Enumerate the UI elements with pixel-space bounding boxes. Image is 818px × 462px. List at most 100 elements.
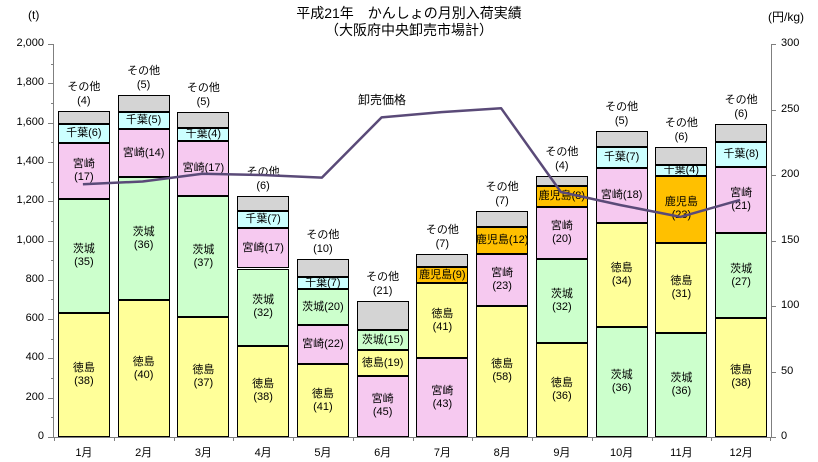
bar-segment-outside-label: その他 (7) [462, 180, 542, 208]
bar-segment [237, 210, 290, 228]
x-axis-tick [233, 437, 235, 441]
bar-segment-outside-label: その他 (5) [163, 81, 243, 109]
segment-label-line: (17) [74, 171, 94, 184]
price-line-chart [82, 106, 741, 219]
segment-label-line: 茨城 [72, 242, 95, 255]
bar-segment-label: 茨城 (27) [696, 233, 786, 318]
bar-segment [595, 131, 648, 147]
bar-segment-outside-label: その他 (6) [701, 93, 781, 121]
bar-segment-label: 宮崎(17) [218, 228, 308, 269]
segment-label-line: その他 [366, 271, 400, 284]
segment-label-line: (36) [552, 389, 572, 402]
bar-segment [655, 164, 708, 177]
y-right-tick-label: 50 [781, 364, 794, 377]
bar-segment [356, 301, 409, 330]
bar-segment [117, 177, 170, 301]
y-right-tick [771, 109, 776, 111]
bar-segment [296, 289, 349, 325]
segment-label-line: 徳島 [72, 362, 95, 375]
bar-segment [535, 175, 588, 187]
segment-label-line: (5) [136, 79, 151, 92]
bar-segment [177, 196, 230, 317]
bar-segment [715, 233, 768, 318]
bar-segment [356, 329, 409, 351]
bar-segment [416, 283, 469, 359]
bar-segment [237, 196, 290, 211]
segment-label-line: 茨城 [730, 262, 753, 275]
bar-segment [416, 267, 469, 284]
segment-label-line: (20) [552, 233, 572, 246]
bar-segment [296, 276, 349, 290]
segment-label-line: (36) [611, 381, 632, 394]
bar-segment [595, 223, 648, 327]
segment-label-line: (6) [256, 180, 270, 193]
x-axis-tick [591, 437, 593, 441]
segment-label-line: 千葉(4) [185, 128, 222, 141]
x-axis-tick [651, 437, 653, 441]
bar-segment-outside-label: その他 (5) [582, 100, 662, 128]
segment-label-line: 宮崎 [550, 220, 573, 233]
x-axis-tick [113, 437, 115, 441]
segment-label-line: 宮崎 [72, 158, 95, 171]
y-right-tick [771, 44, 776, 45]
segment-label-line: (34) [611, 275, 632, 288]
bar-segment [715, 123, 768, 143]
y-left-tick-label: 1,600 [16, 115, 44, 128]
y-left-minor-tick [51, 63, 54, 65]
segment-label-line: 茨城 [192, 243, 215, 256]
segment-label-line: その他 [605, 101, 639, 114]
segment-label-line: 茨城 [670, 371, 693, 384]
segment-label-line: その他 [306, 229, 340, 242]
segment-label-line: (6) [674, 131, 689, 144]
bar-segment [57, 110, 110, 124]
left-axis-unit-label: (t) [28, 8, 40, 22]
segment-label-line: (38) [731, 377, 751, 390]
segment-label-line: (4) [77, 94, 91, 107]
x-axis-label: 12月 [729, 447, 753, 459]
bar-segment [57, 313, 110, 437]
bar-segment-label: 鹿児島(8) [517, 186, 607, 207]
y-left-minor-tick [51, 260, 54, 262]
y-left-tick [48, 397, 54, 399]
segment-label-line: (32) [253, 307, 273, 319]
bar-segment [177, 141, 230, 197]
bar-segment [655, 176, 708, 243]
bar-segment-label: 宮崎 (23) [457, 254, 547, 306]
bar-segment-label: 徳島 (38) [696, 318, 786, 437]
bar-segment-label: 徳島 (34) [577, 223, 667, 327]
price-series-label: 卸売価格 [358, 93, 407, 107]
bar-segment-outside-label: その他 (5) [104, 64, 184, 92]
segment-label-line: 徳島 [550, 376, 573, 389]
x-axis-label: 8月 [493, 447, 511, 459]
bar-segment-label: 千葉(4) [636, 164, 726, 177]
bar-segment [177, 111, 230, 129]
bar-segment-label: 茨城 (36) [636, 333, 726, 437]
bar-segment [595, 326, 648, 437]
segment-label-line: 茨城(20) [302, 300, 344, 313]
bar-segment [237, 268, 290, 346]
segment-label-line: 徳島 [192, 363, 215, 376]
bar-segment [117, 300, 170, 437]
x-axis-label: 1月 [75, 447, 93, 459]
segment-label-line: 茨城 [132, 225, 155, 238]
bar-segment-label: 茨城(15) [338, 330, 428, 350]
segment-label-line: 徳島 [491, 358, 514, 371]
plot-area: 徳島 (38) 茨城 (35) 宮崎 (17) 千葉(6) その他 (4) 1月 徳島 (40) 茨城(… [16, 37, 799, 459]
y-left-tick-label: 800 [25, 272, 44, 285]
segment-label-line: 千葉(7) [305, 276, 341, 289]
bar-segment-outside-label: その他 (6) [641, 116, 721, 144]
bar-segment [715, 142, 768, 168]
bar-segment [57, 198, 110, 314]
segment-label-line: 徳島 [431, 307, 454, 320]
bar-segment [237, 227, 290, 269]
y-left-tick-label: 600 [25, 312, 44, 325]
bar-segment-outside-label: その他 (4) [44, 80, 124, 108]
segment-label-line: (7) [435, 238, 450, 251]
segment-label-line: 徳島 [311, 387, 334, 400]
y-left-tick-label: 2,000 [16, 37, 44, 49]
bar-segment [535, 259, 588, 343]
segment-label-line: 鹿児島(8) [538, 190, 586, 203]
bar-segment-label: 宮崎 (20) [517, 207, 607, 259]
bar-segment-label: 鹿児島(12) [457, 227, 547, 254]
segment-label-line: (38) [74, 375, 94, 388]
